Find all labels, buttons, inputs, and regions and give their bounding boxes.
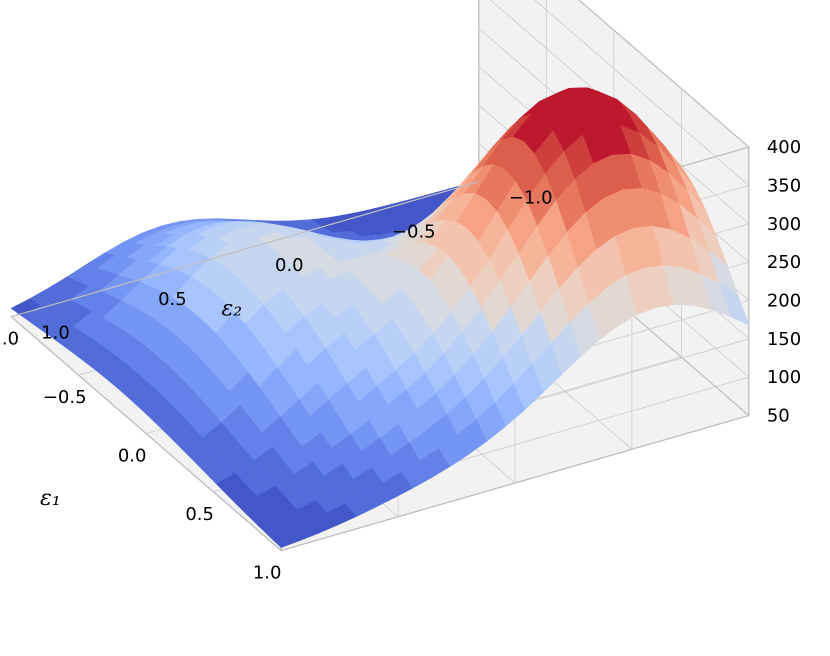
z-tick-label: 250 (767, 252, 801, 273)
x-tick-label: −1.0 (0, 329, 19, 350)
x-tick-label: 1.0 (253, 563, 282, 584)
x-axis-label: ε₁ (40, 486, 61, 511)
surface-plot-3d: 1.0 0.5 0.0 −0.5 −1.0 ε₁ −1.0 −0.5 0.0 0.5 1.0 ε₂ 50… (0, 0, 830, 656)
x-tick-label: 0.0 (118, 446, 147, 467)
z-tick-label: 100 (767, 367, 801, 388)
z-tick-label: 300 (767, 214, 801, 235)
x-tick-label: −0.5 (43, 387, 87, 408)
z-tick-label: 200 (767, 290, 801, 311)
y-tick-label: 1.0 (41, 323, 70, 344)
z-tick-label: 150 (767, 329, 801, 350)
y-tick-label: 0.5 (158, 289, 187, 310)
y-tick-label: −1.0 (509, 188, 553, 209)
z-tick-label: 400 (767, 137, 801, 158)
x-tick-label: 0.5 (185, 504, 214, 525)
z-tick-label: 50 (767, 406, 790, 427)
z-tick-label: 350 (767, 175, 801, 196)
y-tick-label: −0.5 (392, 221, 436, 242)
y-tick-label: 0.0 (275, 255, 304, 276)
y-axis-label: ε₂ (221, 297, 242, 322)
